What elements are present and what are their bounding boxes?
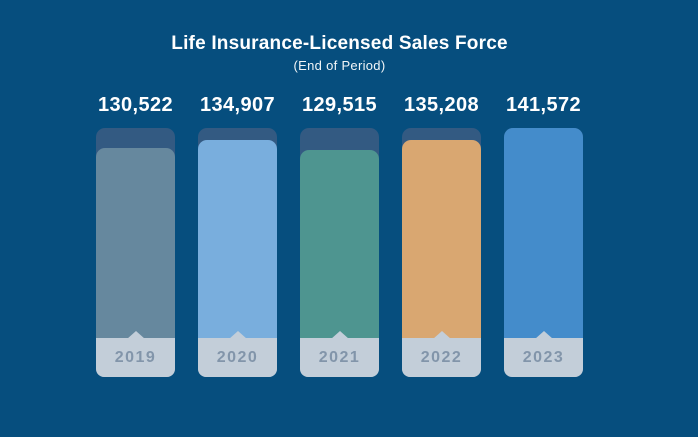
value-label-cell: 134,907	[198, 92, 277, 118]
year-band-2023: 2023	[504, 331, 583, 377]
bar-group-2022: 2022	[402, 128, 481, 377]
bar-group-2021: 2021	[300, 128, 379, 377]
value-label-cell: 129,515	[300, 92, 379, 118]
bars-row: 2019 2020 2021 2022	[96, 128, 583, 377]
notch-up-icon	[126, 331, 145, 339]
year-band-2019: 2019	[96, 331, 175, 377]
bar-group-2023: 2023	[504, 128, 583, 377]
notch-up-icon	[534, 331, 553, 339]
value-label-2019: 130,522	[97, 93, 174, 116]
year-band-2021: 2021	[300, 331, 379, 377]
value-labels-row: 130,522 134,907 129,515 135,208 141,572	[96, 92, 583, 118]
year-band-2022: 2022	[402, 331, 481, 377]
year-label-2021: 2021	[318, 348, 361, 366]
bar-group-2019: 2019	[96, 128, 175, 377]
value-label-cell: 135,208	[402, 92, 481, 118]
chart-title: Life Insurance-Licensed Sales Force	[171, 33, 508, 54]
notch-up-icon	[432, 331, 451, 339]
value-label-2020: 134,907	[199, 93, 276, 116]
notch-up-icon	[330, 331, 349, 339]
bar-group-2020: 2020	[198, 128, 277, 377]
title-block: Life Insurance-Licensed Sales Force (End…	[96, 33, 583, 73]
value-label-2023: 141,572	[505, 93, 582, 116]
value-label-cell: 130,522	[96, 92, 175, 118]
year-label-2020: 2020	[216, 348, 259, 366]
year-label-2022: 2022	[420, 348, 463, 366]
value-label-2022: 135,208	[403, 93, 480, 116]
value-label-cell: 141,572	[504, 92, 583, 118]
notch-up-icon	[228, 331, 247, 339]
year-label-2019: 2019	[114, 348, 157, 366]
year-band-2020: 2020	[198, 331, 277, 377]
chart-subtitle: (End of Period)	[293, 58, 386, 73]
value-label-2021: 129,515	[301, 93, 378, 116]
year-label-2023: 2023	[522, 348, 565, 366]
